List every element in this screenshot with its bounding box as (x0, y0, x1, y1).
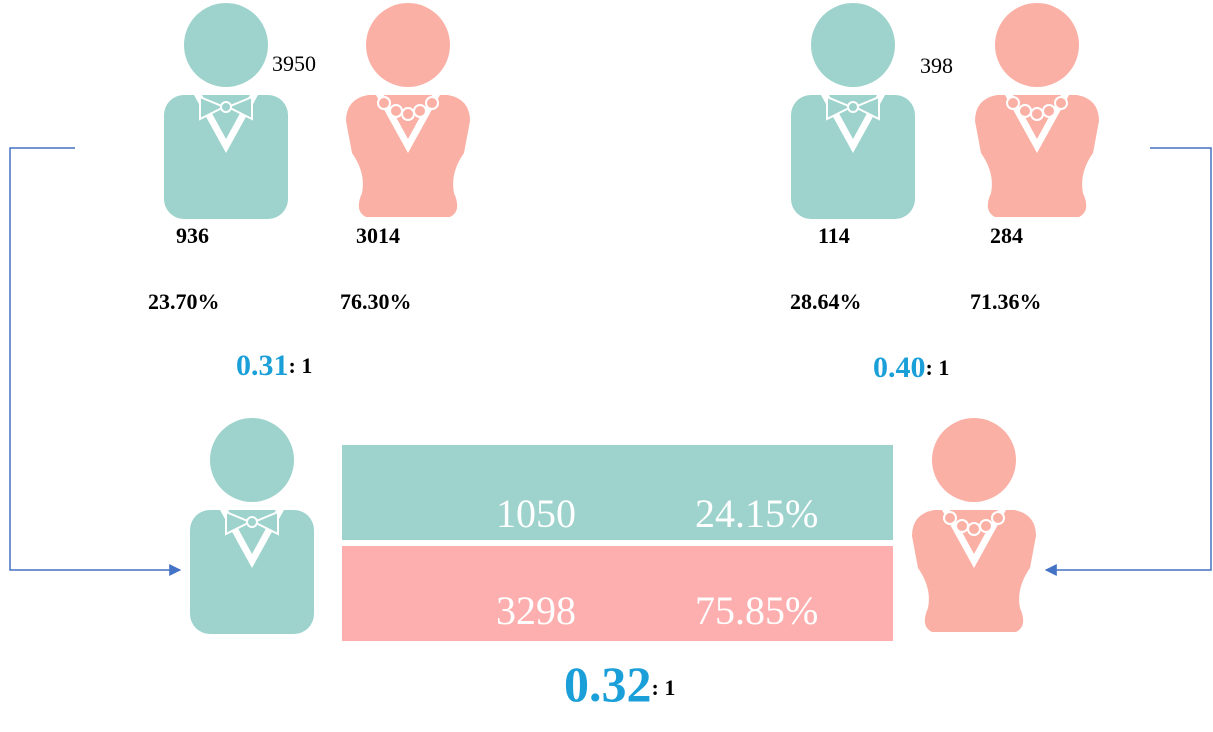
male-percent: 23.70% (148, 289, 220, 314)
male-count: 936 (176, 223, 209, 248)
male-icon (190, 418, 314, 635)
female-count: 3298 (496, 588, 576, 633)
female-percent: 71.36% (970, 289, 1042, 314)
female-count: 3014 (356, 223, 400, 248)
female-count: 284 (990, 223, 1023, 248)
female-icon (346, 3, 470, 218)
ratio: 0.31: 1 (236, 349, 312, 382)
total: 3950 (272, 51, 316, 76)
ratio-value: 0.40 (873, 351, 926, 384)
male-count: 114 (818, 223, 850, 248)
ratio-value: 0.32 (564, 656, 652, 712)
male-bar (342, 445, 893, 540)
male-percent: 24.15% (695, 491, 818, 536)
ratio: 0.32: 1 (564, 656, 675, 712)
connector-right (1044, 147, 1212, 576)
ratio: 0.40: 1 (873, 351, 949, 384)
male-icon (791, 3, 915, 220)
male-count: 1050 (496, 491, 576, 536)
total: 398 (920, 53, 953, 78)
ratio-value: 0.31 (236, 349, 289, 382)
male-percent: 28.64% (790, 289, 862, 314)
ratio-suffix: : 1 (652, 675, 676, 700)
female-icon (912, 418, 1036, 633)
ratio-suffix: : 1 (289, 353, 313, 378)
male-icon (164, 3, 288, 220)
connector-left (9, 147, 182, 576)
ratio-suffix: : 1 (926, 355, 950, 380)
female-icon (975, 3, 1099, 218)
female-percent: 75.85% (695, 588, 818, 633)
female-bar (342, 546, 893, 641)
female-percent: 76.30% (340, 289, 412, 314)
